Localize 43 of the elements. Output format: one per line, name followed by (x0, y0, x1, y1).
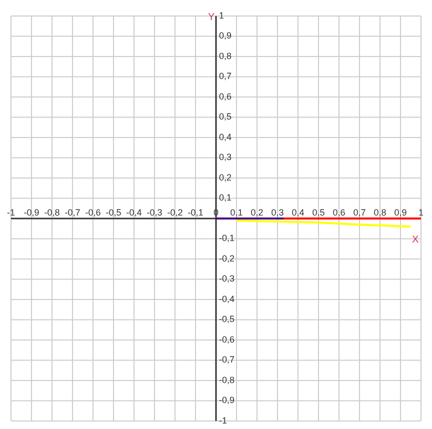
y-tick-label: 0,9 (219, 30, 232, 41)
y-tick-label: 0,3 (219, 152, 232, 162)
y-tick-label: -0,4 (219, 294, 235, 304)
x-tick-label: 0,1 (230, 208, 243, 218)
x-tick-label: 0,2 (250, 208, 264, 218)
y-tick-label: 1 (219, 10, 224, 20)
x-tick-label: -0,5 (106, 208, 122, 218)
y-tick-label: -0,3 (219, 274, 235, 284)
x-tick-label: 0,8 (374, 208, 386, 218)
x-tick-label: -0,7 (64, 208, 80, 218)
y-tick-label: -0,5 (219, 314, 235, 324)
x-tick-label: 0,5 (312, 208, 325, 218)
x-tick-label: -0,2 (167, 208, 183, 218)
y-axis-title: Y (208, 12, 215, 23)
x-tick-label: 0,4 (292, 208, 304, 218)
x-tick-label: -0,8 (44, 208, 60, 218)
x-tick-label: 1 (418, 208, 424, 218)
x-tick-label: 0,7 (353, 208, 366, 218)
y-tick-label: 0,7 (219, 71, 232, 82)
y-tick-label: 0,1 (219, 192, 232, 203)
x-tick-label: -1 (6, 208, 16, 218)
y-tick-label: -0,6 (219, 334, 235, 344)
line-series (236, 220, 412, 228)
x-tick-label: -0,3 (146, 208, 162, 218)
y-tick-label: -0,7 (219, 354, 235, 365)
y-tick-label: -0,2 (219, 253, 235, 264)
y-tick-label: 0,2 (219, 172, 232, 182)
x-tick-label: -0,6 (85, 208, 101, 218)
y-tick-label: -0,8 (219, 374, 235, 385)
x-tick-label: 0,3 (271, 208, 284, 218)
x-tick-label: -0,1 (188, 208, 204, 218)
y-tick-label: -0,1 (219, 233, 235, 244)
x-axis-title: X (412, 234, 419, 246)
x-tick-label: 0,9 (394, 208, 407, 218)
y-tick-label: 0,6 (219, 91, 232, 102)
y-tick-label: -0,9 (219, 395, 235, 406)
x-tick-label: -0,4 (126, 208, 142, 218)
y-tick-label: -1 (219, 415, 228, 426)
y-tick-label: 0,5 (219, 112, 232, 122)
x-tick-label: -0,9 (24, 208, 40, 218)
y-tick-label: 0,4 (219, 132, 232, 142)
y-tick-label: 0,8 (219, 50, 232, 61)
x-tick-label: 0,6 (332, 208, 346, 218)
